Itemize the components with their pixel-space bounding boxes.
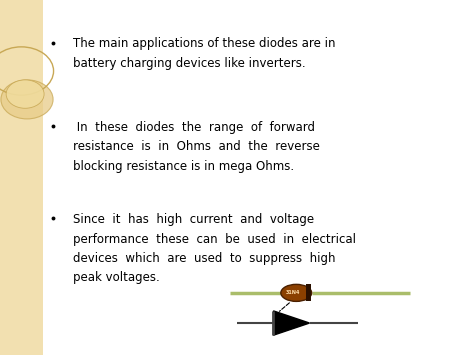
Text: In  these  diodes  the  range  of  forward
resistance  is  in  Ohms  and  the  r: In these diodes the range of forward res… — [73, 121, 320, 173]
Text: The main applications of these diodes are in
battery charging devices like inver: The main applications of these diodes ar… — [73, 37, 336, 70]
Text: 31N4: 31N4 — [285, 290, 300, 295]
Circle shape — [1, 80, 53, 119]
Circle shape — [6, 80, 44, 108]
Ellipse shape — [281, 284, 311, 301]
Polygon shape — [273, 311, 310, 335]
Bar — [306, 284, 311, 301]
Text: Since  it  has  high  current  and  voltage
performance  these  can  be  used  i: Since it has high current and voltage pe… — [73, 213, 356, 284]
Bar — [0, 0, 43, 355]
